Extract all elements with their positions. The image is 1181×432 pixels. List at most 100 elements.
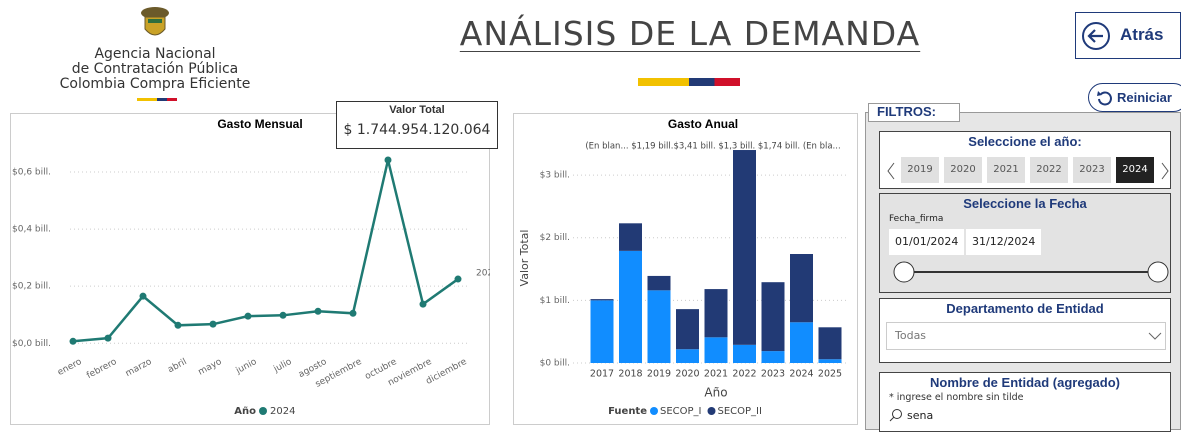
flag-bar (638, 78, 740, 86)
legend-dot (707, 407, 716, 415)
bar (619, 223, 642, 251)
back-button[interactable]: Atrás (1075, 12, 1181, 59)
flag-bar (137, 98, 177, 101)
y-tick-label: $1 bill. (540, 296, 570, 306)
legend-dot (259, 407, 267, 415)
point (384, 156, 392, 164)
x-axis-title: Año (704, 386, 727, 400)
entity-title: Nombre de Entidad (agregado) (930, 375, 1120, 390)
y-tick-label: $0 bill. (540, 359, 570, 369)
total-card: Valor Total $ 1.744.954.120.064 (336, 101, 498, 149)
x-tick-label: febrero (85, 357, 119, 381)
point (349, 309, 357, 317)
back-icon (1082, 22, 1110, 50)
bar (590, 300, 614, 363)
x-tick-label: marzo (124, 357, 154, 379)
y-tick-label: $0,0 bill. (12, 339, 51, 349)
department-dropdown[interactable]: Todas (886, 322, 1166, 350)
x-tick-label: julio (271, 357, 294, 375)
legend-label: SECOP_II (718, 406, 762, 417)
x-tick-label: 2017 (590, 369, 614, 380)
bar (818, 359, 842, 363)
next-arrow[interactable] (1160, 162, 1170, 180)
bar (647, 275, 671, 291)
crest-icon (141, 7, 169, 36)
x-tick-label: 2021 (704, 369, 728, 380)
reset-button[interactable]: Reiniciar (1088, 83, 1181, 112)
y-tick-label: $3 bill. (540, 171, 570, 181)
point (209, 320, 217, 328)
bar (733, 150, 756, 345)
x-tick-label: enero (56, 357, 84, 378)
line-panel (10, 113, 490, 425)
agency-line: Colombia Compra Eficiente (59, 76, 251, 92)
card-label: Valor Total (389, 104, 445, 116)
filter-title: FILTROS: (868, 103, 960, 122)
point (69, 337, 77, 345)
legend-label: 2024 (270, 406, 295, 417)
year-option[interactable]: 2020 (944, 157, 982, 183)
bar (790, 322, 813, 363)
legend-dot (650, 407, 658, 415)
search-icon (889, 409, 902, 422)
bar (619, 250, 642, 363)
back-label: Atrás (1120, 25, 1164, 44)
year-option[interactable]: 2023 (1073, 157, 1111, 183)
annotation: (En blan... $1,19 bill.$3,41 bill. $1,3 … (585, 142, 840, 152)
bar (761, 282, 785, 352)
date-title: Seleccione la Fecha (963, 196, 1087, 211)
point (279, 311, 287, 319)
x-tick-label: 2020 (675, 369, 699, 380)
agency-name: Agencia Nacional de Contratación Pública… (40, 47, 270, 92)
year-title: Seleccione el año: (968, 134, 1082, 149)
date-slider[interactable] (890, 260, 1172, 284)
entity-search[interactable]: sena (907, 409, 934, 422)
bar (790, 254, 813, 323)
bar-panel (513, 113, 858, 425)
date-start[interactable]: 01/01/2024 (889, 229, 965, 255)
chart-title: Gasto Anual (668, 117, 738, 131)
department-filter: Departamento de Entidad Todas (879, 298, 1171, 363)
y-tick-label: $0,4 bill. (12, 225, 51, 235)
prev-arrow[interactable] (886, 162, 896, 180)
bar (590, 299, 614, 301)
bar (676, 309, 699, 350)
reset-label: Reiniciar (1117, 90, 1172, 105)
year-filter: Seleccione el año: 2019 2020 2021 2022 2023 2… (879, 131, 1171, 189)
year-option[interactable]: 2019 (901, 157, 939, 183)
year-option[interactable]: 2021 (987, 157, 1025, 183)
chevron (1148, 332, 1162, 340)
bar (733, 344, 756, 363)
agency-line: de Contratación Pública (71, 61, 239, 77)
x-tick-label: 2025 (818, 369, 842, 380)
bar (761, 351, 785, 363)
department-title: Departamento de Entidad (946, 301, 1104, 316)
x-tick-label: junio (234, 357, 259, 377)
point (454, 275, 462, 283)
point (314, 307, 322, 315)
series-end-label: 2024 (476, 269, 490, 279)
date-end[interactable]: 31/12/2024 (966, 229, 1042, 255)
agency-line: Agencia Nacional (94, 46, 216, 62)
x-tick-label: abril (166, 357, 188, 375)
y-tick-label: $0,6 bill. (12, 167, 51, 177)
bar (704, 337, 728, 363)
point (244, 312, 252, 320)
entity-hint: * ingrese el nombre sin tilde (889, 392, 1024, 403)
x-tick-label: 2022 (732, 369, 756, 380)
point (174, 321, 182, 329)
date-field: Fecha_firma (889, 214, 944, 224)
bar (704, 289, 728, 338)
bar (676, 349, 699, 363)
point (104, 334, 112, 342)
entity-filter: Nombre de Entidad (agregado) * ingrese e… (879, 372, 1171, 432)
x-tick-label: 2019 (647, 369, 671, 380)
x-tick-label: mayo (197, 357, 224, 378)
bar (818, 327, 842, 360)
reset-icon (1097, 91, 1112, 106)
y-tick-label: $0,2 bill. (12, 282, 51, 292)
year-option[interactable]: 2024 (1116, 157, 1154, 183)
line-series (72, 159, 459, 343)
year-option[interactable]: 2022 (1030, 157, 1068, 183)
